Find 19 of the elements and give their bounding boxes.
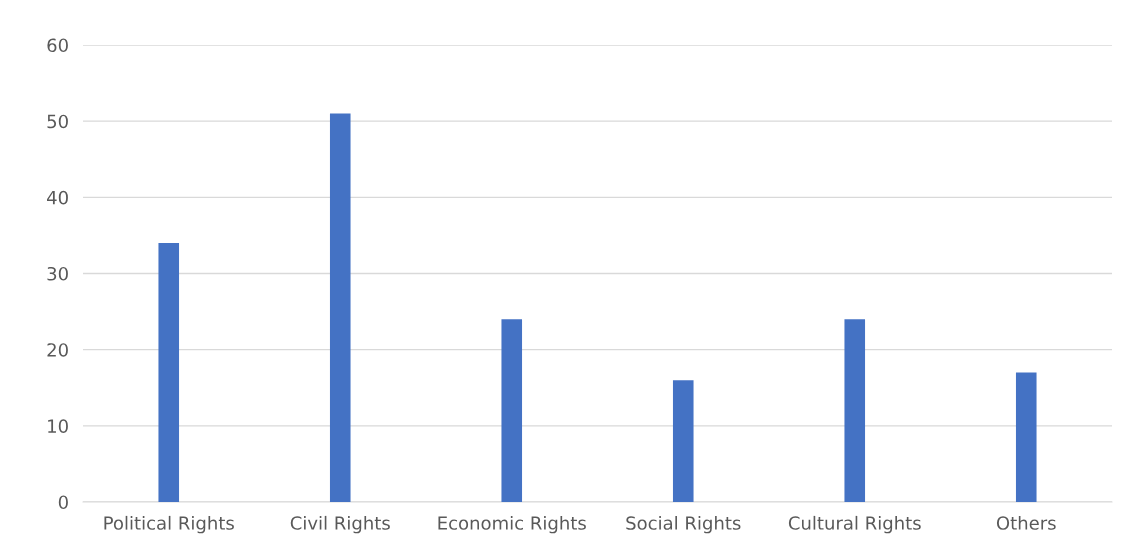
x-tick-label: Economic Rights (438, 515, 586, 534)
x-tick-label: Political Rights (104, 515, 234, 534)
y-tick-label: 40 (47, 190, 68, 205)
bar (672, 380, 694, 502)
y-tick-label: 0 (58, 495, 68, 510)
x-tick-label: Social Rights (626, 515, 741, 534)
bar (158, 243, 180, 502)
y-tick-label: 10 (48, 419, 68, 433)
y-tick-label: 20 (47, 343, 68, 357)
x-tick-label: Others (996, 515, 1056, 530)
bar (1015, 372, 1037, 502)
bar (329, 113, 351, 502)
bar (501, 319, 523, 502)
y-tick-label: 30 (47, 266, 68, 281)
y-tick-label: 50 (47, 114, 68, 129)
y-tick-label: 60 (47, 38, 68, 53)
x-tick-label: Civil Rights (290, 515, 390, 534)
bar (844, 319, 866, 502)
x-tick-label: Cultural Rights (788, 515, 921, 534)
